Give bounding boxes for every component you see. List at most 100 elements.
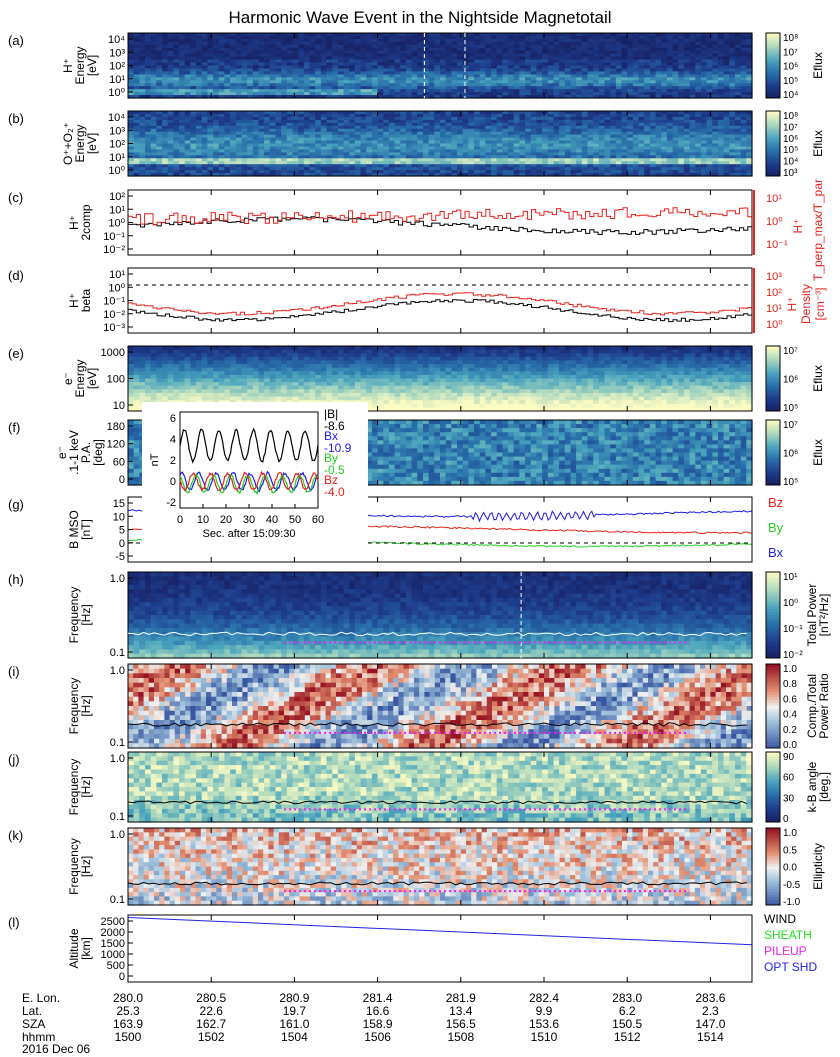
colorbar-step (766, 117, 780, 121)
heatmap-cell (162, 167, 169, 171)
heatmap-cell (383, 173, 390, 177)
heatmap-cell (604, 65, 611, 70)
heatmap-cell (666, 47, 674, 52)
heatmap-cell (445, 36, 452, 40)
heatmap-cell (434, 114, 441, 118)
heatmap-cell (695, 71, 702, 75)
heatmap-cell (173, 71, 180, 75)
heatmap-cell (581, 65, 589, 70)
heatmap-cell (462, 114, 469, 118)
heatmap-cell (366, 111, 373, 115)
heatmap-cell (661, 86, 668, 90)
heatmap-cell (530, 89, 538, 93)
heatmap-cell (587, 111, 594, 115)
heatmap-cell (462, 158, 469, 162)
heatmap-cell (718, 170, 725, 174)
heatmap-cell (695, 152, 702, 156)
heatmap-cell (479, 161, 486, 165)
heatmap-cell (536, 47, 543, 52)
heatmap-cell (536, 152, 543, 156)
heatmap-cell (406, 47, 413, 52)
heatmap-cell (746, 158, 753, 162)
heatmap-cell (247, 111, 254, 115)
heatmap-cell (723, 125, 730, 130)
heatmap-cell (513, 92, 520, 96)
heatmap-cell (519, 68, 526, 73)
heatmap-cell (508, 155, 515, 159)
heatmap-cell (729, 155, 736, 159)
heatmap-cell (683, 167, 691, 171)
heatmap-cell (587, 44, 594, 49)
heatmap-cell (740, 173, 747, 177)
heatmap-cell (423, 59, 430, 64)
heatmap-cell (445, 59, 452, 64)
heatmap-cell (150, 152, 157, 156)
heatmap-cell (128, 134, 135, 139)
heatmap-cell (479, 155, 486, 159)
heatmap-cell (689, 33, 696, 37)
heatmap-cell (133, 149, 140, 153)
heatmap-cell (224, 92, 231, 96)
heatmap-cell (360, 38, 367, 43)
heatmap-cell (644, 74, 651, 78)
heatmap-cell (610, 128, 617, 133)
heatmap-cell (252, 146, 260, 151)
heatmap-cell (320, 158, 328, 162)
heatmap-cell (162, 38, 169, 43)
heatmap-cell (269, 53, 277, 58)
heatmap-cell (581, 149, 589, 153)
heatmap-cell (604, 111, 611, 115)
heatmap-cell (128, 41, 135, 46)
heatmap-cell (213, 114, 220, 118)
panel-a-heatmap (128, 33, 753, 99)
heatmap-cell (451, 161, 458, 165)
heatmap-cell (587, 146, 594, 151)
heatmap-cell (621, 86, 628, 90)
heatmap-cell (292, 161, 299, 165)
heatmap-cell (672, 53, 679, 58)
heatmap-cell (519, 89, 526, 93)
heatmap-cell (423, 47, 430, 52)
heatmap-cell (286, 167, 294, 171)
heatmap-cell (394, 80, 401, 84)
heatmap-cell (457, 125, 464, 130)
heatmap-cell (400, 128, 407, 133)
heatmap-cell (655, 56, 662, 61)
heatmap-cell (519, 59, 526, 64)
heatmap-cell (196, 74, 203, 78)
heatmap-cell (264, 152, 271, 156)
heatmap-cell (179, 41, 186, 46)
heatmap-cell (485, 125, 492, 130)
heatmap-cell (218, 122, 226, 127)
heatmap-cell (207, 65, 214, 70)
heatmap-cell (423, 134, 430, 139)
heatmap-cell (621, 53, 628, 58)
heatmap-cell (184, 149, 191, 153)
heatmap-cell (468, 131, 475, 136)
heatmap-cell (440, 89, 447, 93)
heatmap-cell (252, 114, 260, 118)
heatmap-cell (388, 36, 396, 40)
heatmap-cell (252, 68, 260, 73)
heatmap-cell (570, 47, 577, 52)
heatmap-cell (689, 77, 696, 81)
heatmap-cell (320, 167, 328, 171)
heatmap-cell (519, 116, 526, 121)
heatmap-cell (167, 80, 174, 84)
heatmap-cell (638, 152, 645, 156)
heatmap-cell (649, 71, 657, 75)
heatmap-cell (411, 111, 418, 115)
heatmap-cell (627, 44, 634, 49)
heatmap-cell (718, 95, 725, 99)
heatmap-cell (610, 83, 617, 87)
heatmap-cell (309, 59, 316, 64)
heatmap-cell (332, 62, 339, 67)
heatmap-cell (394, 33, 401, 37)
heatmap-cell (224, 155, 231, 159)
y-tick-label: 10³ (109, 47, 125, 59)
heatmap-cell (360, 149, 367, 153)
heatmap-cell (440, 65, 447, 70)
heatmap-cell (366, 167, 373, 171)
heatmap-cell (718, 59, 725, 64)
heatmap-cell (434, 158, 441, 162)
